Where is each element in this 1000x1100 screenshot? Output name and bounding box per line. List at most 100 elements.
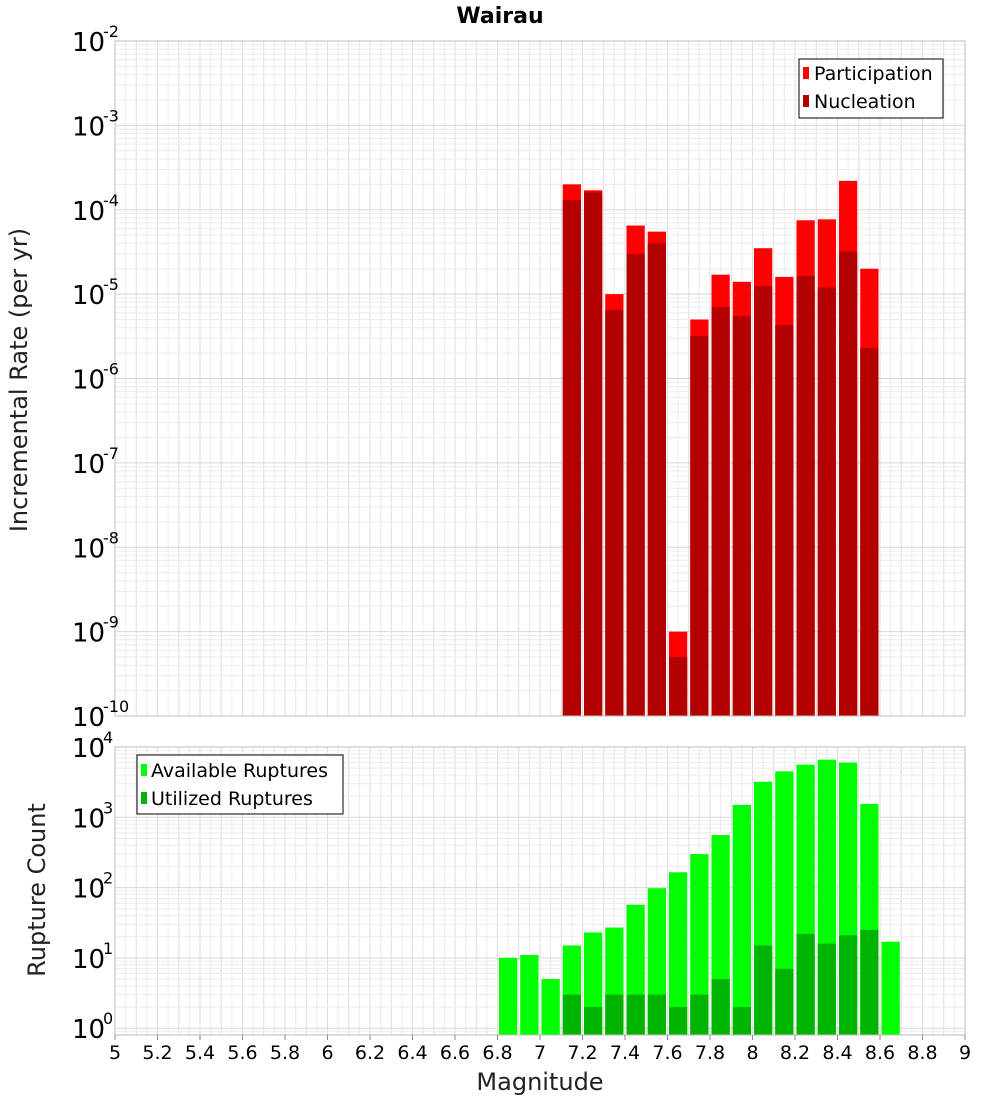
y-tick-exponent: -10 bbox=[103, 697, 129, 716]
rate-b-bar bbox=[817, 287, 836, 716]
top-grid bbox=[114, 40, 966, 717]
y-tick-label: 10 bbox=[72, 112, 105, 142]
y-tick-label: 10 bbox=[72, 534, 105, 564]
x-axis-label: Magnitude bbox=[476, 1068, 603, 1096]
chart-title: Wairau bbox=[456, 4, 543, 29]
count-b-bar bbox=[839, 935, 858, 1035]
count-a-bar bbox=[881, 941, 900, 1035]
legend-label-utilized: Utilized Ruptures bbox=[151, 788, 313, 810]
count-b-bar bbox=[647, 994, 666, 1035]
count-b-bar bbox=[775, 968, 794, 1035]
y-tick-label: 10 bbox=[72, 366, 105, 396]
y-tick-exponent: 2 bbox=[103, 869, 113, 888]
rate-b-bar bbox=[584, 192, 603, 717]
y-tick-label: 10 bbox=[72, 197, 105, 227]
x-tick-label: 7.8 bbox=[695, 1042, 725, 1064]
top-plot-frame bbox=[114, 40, 966, 717]
x-tick-label: 8 bbox=[746, 1042, 758, 1064]
legend-swatch-nucleation bbox=[803, 95, 809, 107]
x-tick-label: 8.2 bbox=[780, 1042, 810, 1064]
y-tick-label: 10 bbox=[72, 1015, 105, 1045]
x-tick-label: 8.6 bbox=[865, 1042, 895, 1064]
count-a-bar bbox=[520, 954, 539, 1035]
x-tick-label: 5.2 bbox=[142, 1042, 172, 1064]
count-a-bar bbox=[541, 979, 560, 1035]
y-tick-label: 10 bbox=[72, 619, 105, 649]
rate-b-bar bbox=[562, 200, 581, 716]
y-tick-exponent: -2 bbox=[103, 22, 119, 41]
count-b-bar bbox=[584, 1007, 603, 1035]
x-tick-labels: 5 5.2 5.4 5.6 5.8 6 6.2 6.4 6.6 6.8 7 7.2 7.4 7.6 7.8 8… bbox=[109, 1035, 971, 1064]
bottom-y-axis-label: Rupture Count bbox=[23, 803, 51, 977]
top-legend-box bbox=[798, 58, 944, 119]
x-tick-label: 5.6 bbox=[227, 1042, 257, 1064]
y-tick-exponent: -7 bbox=[103, 444, 119, 463]
y-tick-exponent: 4 bbox=[103, 728, 113, 747]
count-b-bar bbox=[796, 933, 815, 1035]
x-tick-label: 9 bbox=[959, 1042, 971, 1064]
count-a-bar bbox=[690, 854, 709, 1035]
x-tick-label: 8.8 bbox=[907, 1042, 937, 1064]
rate-b-bar bbox=[754, 285, 773, 716]
x-tick-label: 5.4 bbox=[185, 1042, 215, 1064]
rate-b-bar bbox=[605, 309, 624, 716]
x-tick-label: 7.6 bbox=[652, 1042, 682, 1064]
y-tick-label: 10 bbox=[72, 281, 105, 311]
x-tick-label: 7.2 bbox=[567, 1042, 597, 1064]
x-tick-label: 7.4 bbox=[610, 1042, 640, 1064]
legend-label-available: Available Ruptures bbox=[151, 760, 328, 782]
rate-b-bar bbox=[860, 347, 879, 716]
count-b-bar bbox=[669, 1007, 688, 1035]
x-tick-label: 7 bbox=[534, 1042, 546, 1064]
count-b-bar bbox=[732, 1007, 751, 1035]
rate-b-bar bbox=[775, 325, 794, 716]
top-bars bbox=[562, 180, 879, 717]
x-tick-label: 6.6 bbox=[440, 1042, 470, 1064]
y-tick-label: 10 bbox=[72, 703, 105, 733]
rate-b-bar bbox=[647, 243, 666, 717]
y-tick-exponent: -9 bbox=[103, 613, 119, 632]
y-tick-label: 10 bbox=[72, 734, 105, 764]
count-b-bar bbox=[817, 943, 836, 1035]
top-legend: Participation Nucleation bbox=[798, 58, 944, 119]
y-tick-label: 10 bbox=[72, 804, 105, 834]
count-b-bar bbox=[690, 994, 709, 1035]
legend-label-nucleation: Nucleation bbox=[814, 91, 916, 113]
y-tick-label: 10 bbox=[72, 28, 105, 58]
rate-b-bar bbox=[839, 251, 858, 716]
x-tick-label: 6.2 bbox=[355, 1042, 385, 1064]
count-a-bar bbox=[669, 872, 688, 1035]
y-tick-label: 10 bbox=[72, 875, 105, 905]
y-tick-exponent: 1 bbox=[103, 939, 113, 958]
bottom-legend-box bbox=[136, 754, 344, 815]
y-tick-exponent: -8 bbox=[103, 528, 119, 547]
y-tick-label: 10 bbox=[72, 450, 105, 480]
rate-b-bar bbox=[732, 316, 751, 716]
count-a-bar bbox=[732, 804, 751, 1035]
count-b-bar bbox=[605, 994, 624, 1035]
x-tick-label: 5 bbox=[109, 1042, 121, 1064]
count-b-bar bbox=[711, 979, 730, 1035]
legend-swatch-utilized bbox=[141, 792, 147, 804]
rate-b-bar bbox=[711, 307, 730, 716]
y-tick-exponent: 0 bbox=[103, 1009, 113, 1028]
count-b-bar bbox=[754, 945, 773, 1035]
y-tick-exponent: -6 bbox=[103, 360, 119, 379]
x-tick-label: 5.8 bbox=[270, 1042, 300, 1064]
bottom-bars bbox=[499, 759, 900, 1035]
rate-b-bar bbox=[626, 253, 645, 716]
legend-swatch-available bbox=[141, 764, 147, 776]
x-tick-label: 6.8 bbox=[482, 1042, 512, 1064]
legend-label-participation: Participation bbox=[814, 63, 933, 85]
y-tick-exponent: -4 bbox=[103, 191, 119, 210]
x-tick-label: 6.4 bbox=[397, 1042, 427, 1064]
legend-swatch-participation bbox=[803, 67, 809, 79]
count-b-bar bbox=[562, 994, 581, 1035]
bottom-legend: Available Ruptures Utilized Ruptures bbox=[136, 754, 344, 815]
y-tick-exponent: -3 bbox=[103, 106, 119, 125]
